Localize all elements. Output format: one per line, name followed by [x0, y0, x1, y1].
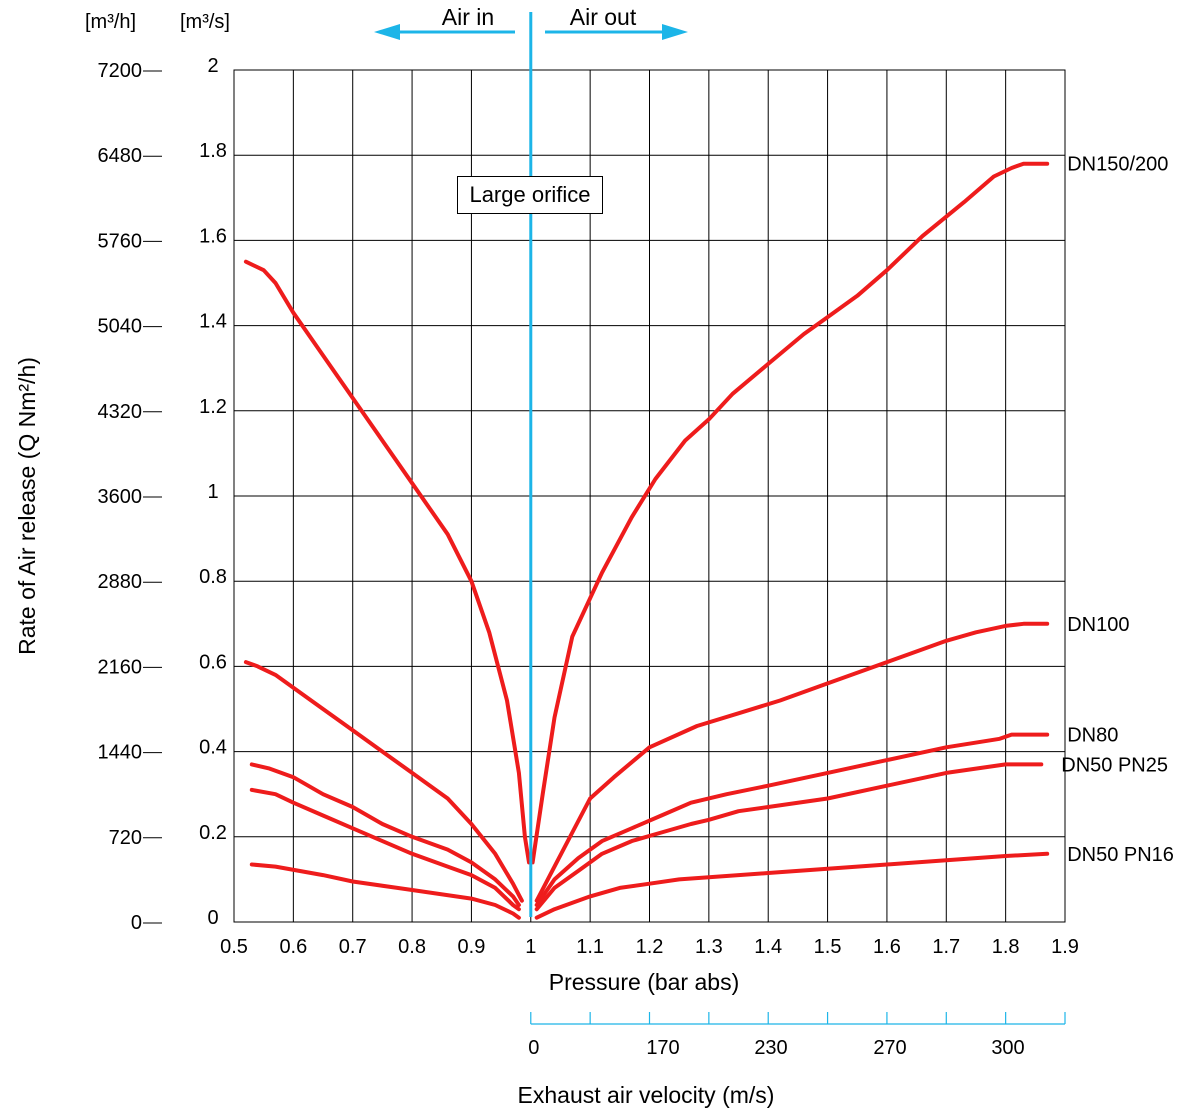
x-tick-label: 0.5: [220, 936, 248, 958]
series-line-dn50-pn16-exhaust: [534, 851, 1050, 920]
y-tick-label-m3s: 1.6: [199, 225, 227, 247]
velocity-tick-label: 0: [528, 1037, 539, 1059]
y-tick-label-m3h: 0: [131, 912, 142, 934]
direction-arrows: [374, 12, 688, 917]
x-tick-label: 1.7: [932, 936, 960, 958]
x-tick-label: 1.2: [636, 936, 664, 958]
x-tick-label: 1.3: [695, 936, 723, 958]
y-tick-label-m3s: 1.8: [199, 140, 227, 162]
series-line-dn100-intake: [243, 660, 524, 903]
y-tick-label-m3h: 2160: [98, 656, 143, 678]
y-tick-label-m3h: 720: [109, 827, 142, 849]
y-tick-label-m3h: 5760: [98, 230, 143, 252]
series-label-dn50-pn25: DN50 PN25: [1061, 754, 1168, 776]
x-tick-label: 1: [525, 936, 536, 958]
curves: DN150/200 DN100 DN80 DN50 PN25 DN50 PN16: [243, 154, 1174, 920]
x-tick-label: 1.1: [576, 936, 604, 958]
velocity-tick-label: 270: [873, 1037, 906, 1059]
series-line-dn100-exhaust: [534, 621, 1050, 903]
y-tick-label-m3s: 1.4: [199, 311, 227, 333]
y-tick-label-m3s: 0.4: [199, 737, 227, 759]
velocity-axis: 0 170 230 270 300: [528, 1012, 1066, 1059]
y-tick-label-m3h: 2880: [98, 571, 143, 593]
y-tick-label-m3s: 0: [207, 907, 218, 929]
x-tick-label: 1.5: [814, 936, 842, 958]
y-axis-title: Rate of Air release (Q Nm²/h): [14, 357, 40, 655]
series-line-dn150-200-exhaust: [530, 161, 1050, 865]
x-tick-label: 1.4: [754, 936, 782, 958]
x-tick-label: 0.6: [279, 936, 307, 958]
y-tick-label-m3s: 0.8: [199, 566, 227, 588]
y-tick-label-m3h: 4320: [98, 401, 143, 423]
series-line-dn150-200-intake: [243, 259, 531, 865]
y-tick-label-m3h: 5040: [98, 316, 143, 338]
velocity-tick-label: 230: [754, 1037, 787, 1059]
x-tick-label: 1.9: [1051, 936, 1079, 958]
x-tick-label: 0.9: [458, 936, 486, 958]
axis-labels: 0.5 0.6 0.7 0.8 0.9 1 1.1 1.2 1.3 1.4 1.5 1.6 1.7 1.8…: [98, 55, 1079, 958]
y-tick-label-m3s: 1: [207, 481, 218, 503]
y-tick-label-m3h: 3600: [98, 486, 143, 508]
large-orifice-callout: Large orifice: [457, 176, 603, 214]
velocity-tick-label: 170: [646, 1037, 679, 1059]
y-tick-label-m3h: 1440: [98, 742, 143, 764]
velocity-axis-title: Exhaust air velocity (m/s): [518, 1082, 775, 1108]
air-in-arrow-head: [374, 24, 400, 40]
series-label-dn150-200: DN150/200: [1067, 154, 1168, 176]
y-unit-m3h: [m³/h]: [85, 11, 136, 33]
series-line-dn50-pn25-exhaust: [534, 762, 1044, 912]
x-axis-title: Pressure (bar abs): [549, 969, 739, 995]
y-tick-label-m3s: 0.6: [199, 651, 227, 673]
velocity-tick-label: 300: [991, 1037, 1024, 1059]
series-line-dn80-intake: [249, 762, 521, 907]
direction-out-label: Air out: [570, 4, 637, 30]
direction-in-label: Air in: [442, 4, 494, 30]
y-tick-label-m3h: 6480: [98, 145, 143, 167]
x-tick-label: 1.8: [992, 936, 1020, 958]
air-out-arrow-head: [662, 24, 688, 40]
grid: [233, 69, 1066, 923]
y-tick-label-m3s: 2: [207, 55, 218, 77]
series-label-dn100: DN100: [1067, 614, 1129, 636]
x-tick-label: 0.7: [339, 936, 367, 958]
series-line-dn50-pn25-intake: [249, 787, 521, 912]
series-line-dn80-exhaust: [534, 732, 1050, 907]
y-tick-label-m3h: 7200: [98, 60, 143, 82]
series-line-dn50-pn16-intake: [249, 862, 521, 920]
y-unit-m3s: [m³/s]: [180, 11, 230, 33]
x-tick-label: 0.8: [398, 936, 426, 958]
series-label-dn50-pn16: DN50 PN16: [1067, 844, 1174, 866]
series-label-dn80: DN80: [1067, 725, 1118, 747]
x-tick-label: 1.6: [873, 936, 901, 958]
y-tick-label-m3s: 1.2: [199, 396, 227, 418]
y-tick-label-m3s: 0.2: [199, 822, 227, 844]
